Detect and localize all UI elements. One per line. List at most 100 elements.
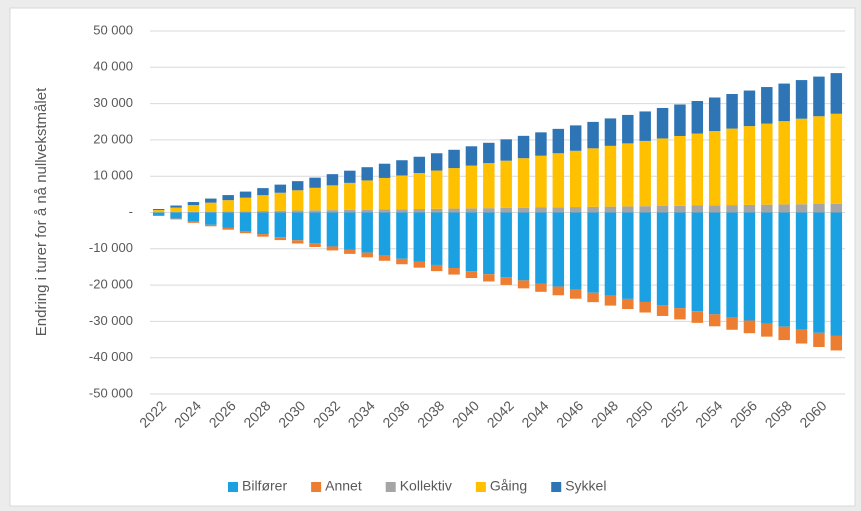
bar-segment [309,177,321,188]
bar-segment [708,314,721,327]
bar-segment [778,121,790,205]
bar-segment [674,104,686,136]
legend-swatch [228,482,238,492]
bar-segment [639,206,651,213]
bar-segment [152,209,165,211]
bar-segment [257,188,269,196]
bar-segment [604,206,617,213]
bar-segment [483,142,495,164]
bar-segment [170,207,182,213]
legend-label: Gåing [490,478,527,494]
bar-segment [708,97,721,132]
bar-segment [465,271,478,279]
bar-segment [483,274,495,282]
bar-segment [344,212,356,250]
bar-segment [361,212,373,253]
bar-segment [309,243,321,247]
bar-segment [830,113,843,204]
bar-segment [378,163,391,178]
bar-segment [604,295,617,306]
bar-segment [448,208,460,213]
y-tick-label: - [129,204,133,219]
bar-segment [326,185,339,211]
bar-segment [743,320,756,334]
bar-segment [726,317,738,330]
bar-segment [361,167,373,181]
bar-segment [761,212,773,324]
bar-segment [604,212,617,296]
bar-segment [778,212,790,327]
bar-segment [569,150,582,208]
bar-segment [396,258,408,265]
y-tick-label: -50 000 [89,385,133,400]
bar-segment [517,135,530,159]
bar-segment [569,289,582,299]
bar-segment [708,205,721,213]
bar-segment [430,208,443,213]
bar-segment [500,212,512,278]
y-tick-label: -40 000 [89,349,133,364]
bar-segment [691,133,704,206]
bar-segment [761,204,773,213]
bar-segment [604,118,617,146]
bar-segment [396,209,408,213]
y-tick-label: 10 000 [93,168,133,183]
y-tick-label: 30 000 [93,95,133,110]
bar-segment [778,83,790,122]
bar-segment [639,301,651,313]
bar-segment [239,231,252,234]
legend-label: Bilfører [242,478,287,494]
bar-segment [795,118,808,205]
bar-segment [187,205,200,212]
bar-segment [170,205,182,208]
bar-segment [430,264,443,272]
bar-segment [726,205,738,213]
bar-segment [205,224,217,227]
bar-segment [535,155,547,208]
bar-segment [152,212,165,216]
bar-segment [205,211,217,213]
bar-segment [465,165,478,209]
bar-segment [517,280,530,289]
bar-segment [830,73,843,114]
bar-segment [326,246,339,251]
bar-segment [795,80,808,119]
bar-segment [639,111,651,141]
bar-segment [378,209,391,213]
bar-segment [378,212,391,256]
y-tick-label: -20 000 [89,277,133,292]
bar-segment [483,163,495,209]
bar-segment [309,210,321,213]
bar-segment [361,252,373,258]
bar-segment [813,212,825,333]
bar-segment [413,156,426,174]
bar-segment [691,205,704,213]
bar-segment [222,211,234,213]
bar-segment [622,212,634,299]
bar-segment [535,132,547,156]
bar-segment [674,205,686,213]
bar-segment [309,187,321,211]
bar-segment [396,175,408,210]
bar-segment [552,286,565,296]
bar-segment [552,153,565,208]
bar-segment [656,305,669,316]
y-tick-label: 50 000 [93,22,133,37]
legend-label: Annet [325,478,362,494]
bar-segment [205,202,217,212]
bar-segment [639,212,651,302]
bar-segment [587,292,599,303]
bar-segment [448,212,460,269]
bar-segment [187,211,200,213]
bar-segment [378,255,391,261]
bar-segment [222,227,234,230]
bar-segment [743,90,756,127]
bar-segment [413,209,426,213]
bar-segment [535,207,547,213]
bar-segment [569,207,582,213]
bar-segment [465,208,478,213]
bar-segment [239,212,252,232]
legend-swatch [475,482,486,492]
bar-segment [291,210,304,213]
